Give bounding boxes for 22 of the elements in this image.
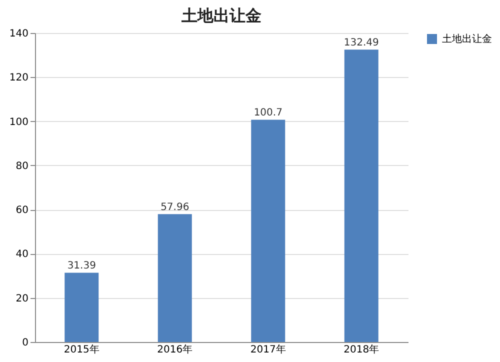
y-tick-label: 0 xyxy=(22,338,28,348)
x-tick-label: 2016年 xyxy=(157,344,193,356)
y-tick-label: 20 xyxy=(16,293,28,304)
legend-label: 土地出让金 xyxy=(442,33,492,45)
y-tick-label: 120 xyxy=(9,72,28,84)
bar xyxy=(344,50,378,342)
y-tick-label: 80 xyxy=(16,160,28,172)
data-label: 132.49 xyxy=(344,38,379,49)
data-label: 57.96 xyxy=(160,202,190,214)
x-tick-label: 2015年 xyxy=(64,344,100,356)
bar xyxy=(64,272,99,342)
y-tick-label: 140 xyxy=(9,28,28,40)
y-tick-label: 40 xyxy=(16,249,28,260)
x-tick-label: 2017年 xyxy=(250,344,286,356)
x-tick-label: 2018年 xyxy=(344,344,380,356)
bar xyxy=(251,120,286,342)
bar xyxy=(158,214,192,342)
data-label: 31.39 xyxy=(67,260,96,272)
y-tick-label: 60 xyxy=(16,205,28,216)
chart-title: 土地出让金 xyxy=(180,6,262,25)
y-tick-label: 100 xyxy=(9,116,28,128)
data-label: 100.7 xyxy=(254,108,282,119)
